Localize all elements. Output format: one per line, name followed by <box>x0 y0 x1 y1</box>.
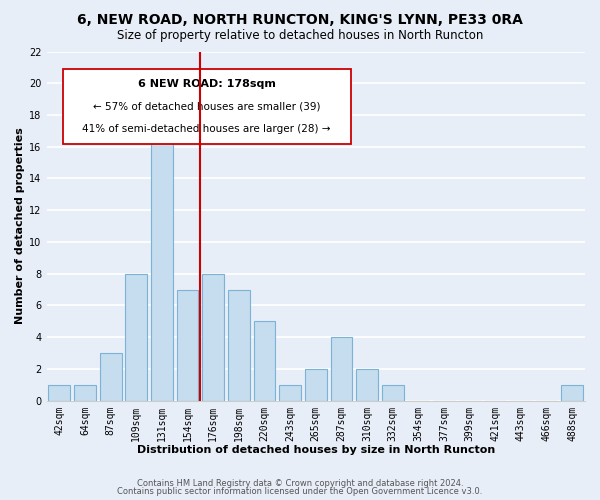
Bar <box>561 385 583 400</box>
FancyBboxPatch shape <box>62 69 351 144</box>
Bar <box>356 369 378 400</box>
Text: Size of property relative to detached houses in North Runcton: Size of property relative to detached ho… <box>117 29 483 42</box>
Text: 6 NEW ROAD: 178sqm: 6 NEW ROAD: 178sqm <box>138 79 275 89</box>
Bar <box>382 385 404 400</box>
Text: Contains public sector information licensed under the Open Government Licence v3: Contains public sector information licen… <box>118 487 482 496</box>
Text: 6, NEW ROAD, NORTH RUNCTON, KING'S LYNN, PE33 0RA: 6, NEW ROAD, NORTH RUNCTON, KING'S LYNN,… <box>77 12 523 26</box>
Bar <box>228 290 250 401</box>
Bar <box>74 385 96 400</box>
Bar <box>151 115 173 401</box>
Bar <box>279 385 301 400</box>
X-axis label: Distribution of detached houses by size in North Runcton: Distribution of detached houses by size … <box>137 445 495 455</box>
Y-axis label: Number of detached properties: Number of detached properties <box>15 128 25 324</box>
Text: Contains HM Land Registry data © Crown copyright and database right 2024.: Contains HM Land Registry data © Crown c… <box>137 478 463 488</box>
Bar <box>305 369 326 400</box>
Bar <box>176 290 199 401</box>
Bar <box>125 274 147 400</box>
Text: 41% of semi-detached houses are larger (28) →: 41% of semi-detached houses are larger (… <box>82 124 331 134</box>
Bar <box>254 322 275 400</box>
Text: ← 57% of detached houses are smaller (39): ← 57% of detached houses are smaller (39… <box>93 102 320 112</box>
Bar <box>202 274 224 400</box>
Bar <box>100 353 122 401</box>
Bar <box>49 385 70 400</box>
Bar <box>331 337 352 400</box>
